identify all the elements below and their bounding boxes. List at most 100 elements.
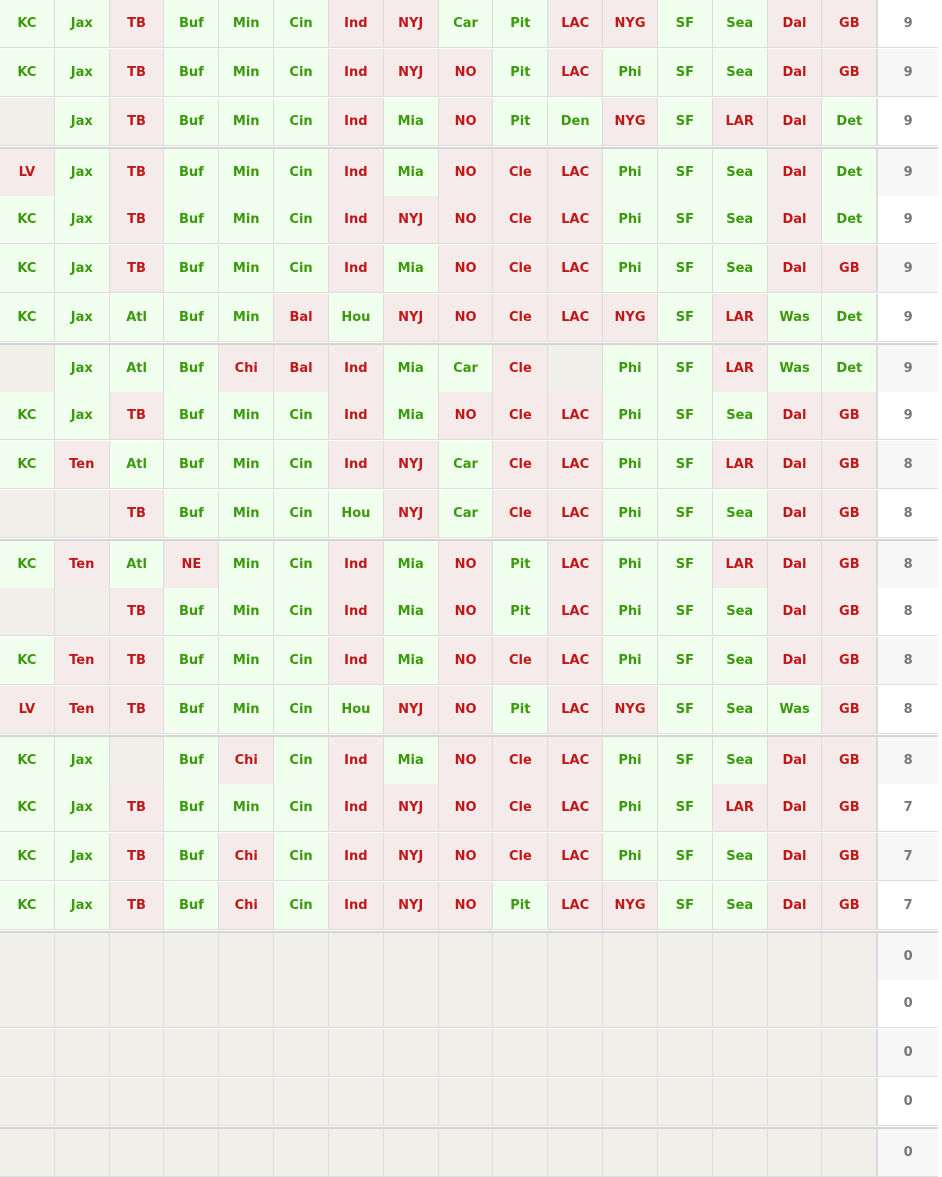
wrong-pick-cell: NO — [438, 541, 494, 589]
correct-pick-cell: Buf — [164, 882, 220, 930]
wrong-pick-cell: NO — [438, 588, 494, 636]
correct-pick-cell: Cin — [274, 686, 329, 734]
empty-pick-cell — [219, 933, 275, 981]
correct-pick-cell: Det — [822, 294, 878, 342]
correct-pick-cell: Sea — [712, 0, 768, 48]
score-cell: 0 — [877, 933, 939, 981]
correct-pick-cell: Buf — [164, 196, 220, 244]
correct-pick-cell: Hou — [328, 294, 384, 342]
correct-pick-cell: Buf — [164, 245, 220, 293]
score-cell: 7 — [877, 833, 939, 881]
empty-pick-cell — [438, 1078, 494, 1126]
score-cell: 9 — [877, 294, 939, 342]
correct-pick-cell: Pit — [493, 0, 549, 48]
empty-pick-cell — [603, 980, 658, 1028]
empty-pick-cell — [54, 588, 110, 636]
correct-pick-cell: SF — [657, 294, 713, 342]
correct-pick-cell: SF — [657, 833, 713, 881]
wrong-pick-cell: NYJ — [383, 294, 439, 342]
correct-pick-cell: Phi — [603, 49, 658, 97]
correct-pick-cell: Buf — [164, 149, 220, 197]
empty-pick-cell — [328, 933, 384, 981]
correct-pick-cell: Car — [438, 441, 494, 489]
correct-pick-cell: Min — [219, 49, 275, 97]
correct-pick-cell: KC — [0, 833, 55, 881]
wrong-pick-cell: LAC — [548, 196, 604, 244]
score-cell: 8 — [877, 541, 939, 589]
table-row: 0 — [0, 931, 939, 981]
correct-pick-cell: KC — [0, 637, 55, 685]
empty-pick-cell — [712, 980, 768, 1028]
correct-pick-cell: Buf — [164, 833, 220, 881]
correct-pick-cell: Min — [219, 149, 275, 197]
empty-pick-cell — [603, 1078, 658, 1126]
correct-pick-cell: Phi — [603, 441, 658, 489]
empty-pick-cell — [438, 1129, 494, 1177]
score-cell: 9 — [877, 0, 939, 48]
score-cell: 7 — [877, 882, 939, 930]
correct-pick-cell: Cin — [274, 0, 329, 48]
wrong-pick-cell: GB — [822, 490, 878, 538]
wrong-pick-cell: Bal — [274, 294, 329, 342]
empty-pick-cell — [822, 933, 878, 981]
wrong-pick-cell: NYG — [603, 882, 658, 930]
empty-pick-cell — [109, 737, 165, 785]
empty-pick-cell — [493, 980, 549, 1028]
wrong-pick-cell: TB — [109, 637, 165, 685]
score-cell: 9 — [877, 196, 939, 244]
correct-pick-cell: Det — [822, 98, 878, 146]
wrong-pick-cell: GB — [822, 541, 878, 589]
wrong-pick-cell: Cle — [493, 294, 549, 342]
wrong-pick-cell: LAR — [712, 294, 768, 342]
wrong-pick-cell: Ind — [328, 784, 384, 832]
wrong-pick-cell: TB — [109, 49, 165, 97]
correct-pick-cell: Cin — [274, 441, 329, 489]
wrong-pick-cell: Cle — [493, 245, 549, 293]
correct-pick-cell: Cin — [274, 98, 329, 146]
correct-pick-cell: Jax — [54, 345, 110, 393]
correct-pick-cell: Sea — [712, 392, 768, 440]
table-row: Jax TB Buf Min Cin Ind Mia NO Pit Den NYG SF LAR Dal D… — [0, 98, 939, 146]
correct-pick-cell: Phi — [603, 637, 658, 685]
correct-pick-cell: Buf — [164, 637, 220, 685]
correct-pick-cell: SF — [657, 345, 713, 393]
wrong-pick-cell: Dal — [767, 392, 823, 440]
table-row: KC Jax TB Buf Min Cin Ind NYJ NO Cle LAC Phi SF LAR Da… — [0, 784, 939, 832]
score-cell: 9 — [877, 392, 939, 440]
wrong-pick-cell: Cle — [493, 737, 549, 785]
wrong-pick-cell: Chi — [219, 882, 275, 930]
wrong-pick-cell: Dal — [767, 0, 823, 48]
correct-pick-cell: Jax — [54, 49, 110, 97]
empty-pick-cell — [109, 1078, 165, 1126]
correct-pick-cell: Mia — [383, 588, 439, 636]
correct-pick-cell: Phi — [603, 833, 658, 881]
empty-pick-cell — [657, 933, 713, 981]
score-cell: 8 — [877, 588, 939, 636]
correct-pick-cell: Atl — [109, 541, 165, 589]
wrong-pick-cell: TB — [109, 490, 165, 538]
empty-pick-cell — [328, 1129, 384, 1177]
empty-pick-cell — [219, 1129, 275, 1177]
correct-pick-cell: SF — [657, 541, 713, 589]
wrong-pick-cell: LAC — [548, 637, 604, 685]
wrong-pick-cell: Cle — [493, 149, 549, 197]
correct-pick-cell: Min — [219, 784, 275, 832]
wrong-pick-cell: NO — [438, 686, 494, 734]
correct-pick-cell: KC — [0, 392, 55, 440]
correct-pick-cell: SF — [657, 882, 713, 930]
correct-pick-cell: Sea — [712, 637, 768, 685]
empty-pick-cell — [603, 1029, 658, 1077]
correct-pick-cell: KC — [0, 737, 55, 785]
table-row: TB Buf Min Cin Hou NYJ Car Cle LAC Phi SF Sea Dal GB 8 — [0, 490, 939, 538]
table-row: TB Buf Min Cin Ind Mia NO Pit LAC Phi SF Sea Dal GB 8 — [0, 588, 939, 636]
correct-pick-cell: Was — [767, 686, 823, 734]
correct-pick-cell: SF — [657, 588, 713, 636]
correct-pick-cell: Min — [219, 541, 275, 589]
wrong-pick-cell: Dal — [767, 588, 823, 636]
correct-pick-cell: Det — [822, 345, 878, 393]
correct-pick-cell: Buf — [164, 784, 220, 832]
wrong-pick-cell: LAC — [548, 294, 604, 342]
correct-pick-cell: Cin — [274, 541, 329, 589]
correct-pick-cell: SF — [657, 737, 713, 785]
empty-pick-cell — [274, 1078, 329, 1126]
